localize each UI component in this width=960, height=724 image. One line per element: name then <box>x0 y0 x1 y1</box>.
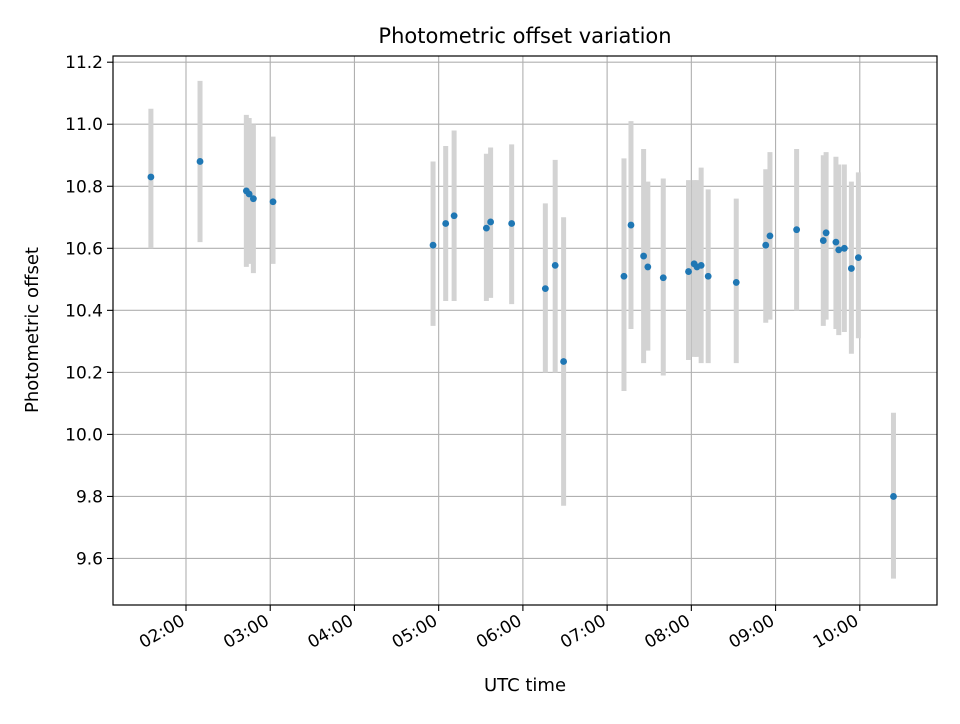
plot-frame <box>112 55 938 606</box>
data-point <box>269 198 277 206</box>
data-point <box>890 493 897 500</box>
data-point <box>822 229 830 237</box>
data-point <box>442 220 450 227</box>
data-point <box>819 237 827 244</box>
y-tick-label: 10.6 <box>65 239 103 259</box>
y-tick-label: 9.6 <box>76 549 103 569</box>
y-tick-label: 11.0 <box>65 115 103 135</box>
y-tick-label: 11.2 <box>65 53 103 73</box>
data-point <box>854 254 862 262</box>
data-point <box>704 272 712 280</box>
y-tick-label: 10.2 <box>65 363 103 383</box>
chart-title: Photometric offset variation <box>378 24 671 48</box>
data-point <box>640 252 648 260</box>
data-point <box>551 261 559 269</box>
x-axis-label: UTC time <box>484 675 566 696</box>
data-point <box>245 190 253 198</box>
data-point <box>766 232 774 240</box>
data-point <box>697 261 705 269</box>
data-point <box>762 241 770 249</box>
data-point <box>840 244 848 252</box>
data-point <box>620 272 628 280</box>
y-tick-label: 9.8 <box>76 487 103 507</box>
data-point <box>847 265 855 272</box>
data-point <box>832 238 840 246</box>
data-point <box>482 224 490 232</box>
data-point <box>644 263 652 271</box>
data-point <box>147 173 155 181</box>
y-tick-label: 10.8 <box>65 177 103 197</box>
data-points <box>147 158 897 500</box>
grid-lines <box>113 56 937 605</box>
y-tick-label: 10.4 <box>65 301 103 321</box>
data-point <box>429 241 437 249</box>
data-point <box>487 218 495 226</box>
data-point <box>541 285 549 293</box>
data-point <box>196 158 204 165</box>
y-axis-label: Photometric offset <box>22 247 43 413</box>
data-point <box>732 279 740 286</box>
data-point <box>450 212 458 220</box>
data-point <box>685 268 692 275</box>
data-point <box>508 220 516 227</box>
data-point <box>793 226 801 234</box>
data-point <box>560 358 568 365</box>
data-point <box>249 195 257 203</box>
data-point <box>659 274 667 282</box>
y-tick-label: 10.0 <box>65 425 103 445</box>
data-point <box>835 246 843 254</box>
y-axis: 9.6 9.8 10.0 10.2 10.4 10.6 10.8 11.0 11.2 <box>65 53 113 569</box>
data-point <box>627 221 635 229</box>
